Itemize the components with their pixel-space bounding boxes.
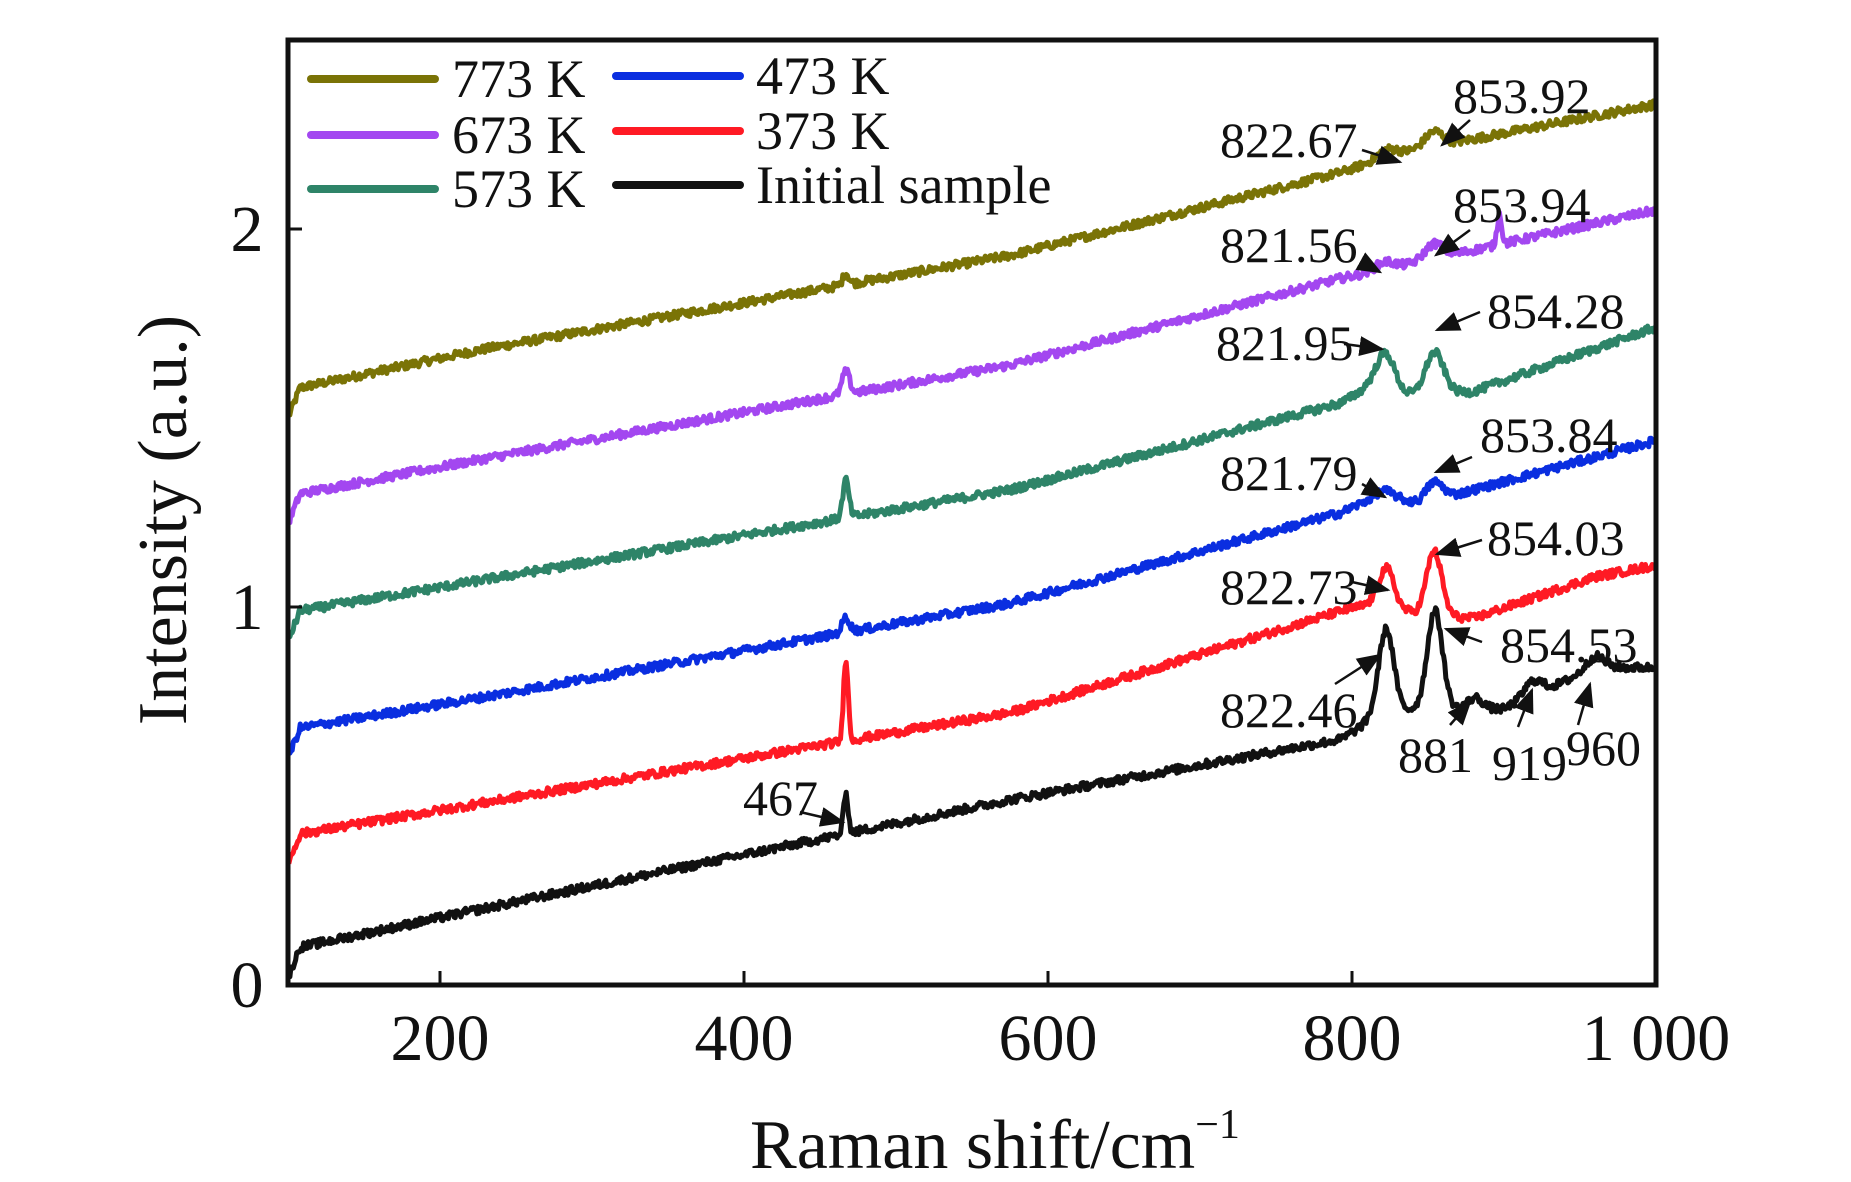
peak-annotation: 854.28 [1434, 283, 1625, 339]
peak-annotation: 919 [1492, 687, 1567, 791]
y-tick-label: 0 [231, 949, 264, 1022]
annotation-label: 881 [1398, 727, 1473, 783]
annotation-label: 853.94 [1453, 177, 1591, 233]
series-line-373K [286, 546, 1659, 865]
peak-annotation: 854.03 [1434, 510, 1625, 566]
y-axis-ticks: 0 1 2 [231, 193, 302, 1022]
legend-label: 573 K [452, 159, 586, 219]
peak-annotation: 821.79 [1220, 445, 1388, 501]
x-tick-label: 400 [695, 1002, 794, 1075]
annotation-arrow [1343, 336, 1385, 356]
y-tick-label: 2 [231, 193, 264, 266]
peak-annotation: 821.56 [1220, 217, 1383, 274]
x-axis-ticks: 200 400 600 800 1 000 [391, 971, 1731, 1075]
annotation-label: 821.56 [1220, 217, 1358, 273]
annotation-arrow [1351, 575, 1391, 595]
peak-annotation: 467 [743, 770, 846, 827]
annotation-label: 853.84 [1480, 407, 1618, 463]
annotation-arrow [1443, 627, 1483, 647]
series-line-473K [287, 435, 1658, 756]
series-layer [286, 98, 1659, 980]
peak-annotation: 853.92 [1440, 68, 1591, 147]
x-axis-title: Raman shift/cm−1 [750, 1102, 1240, 1182]
annotation-arrow [1360, 477, 1388, 499]
legend-item-573K: 573 K [307, 159, 586, 219]
x-tick-label: 600 [999, 1002, 1098, 1075]
annotation-label: 854.28 [1487, 283, 1625, 339]
annotation-label: 854.53 [1500, 617, 1638, 673]
legend-label: Initial sample [756, 155, 1051, 215]
annotation-arrow [1440, 119, 1471, 147]
legend-item-initial: Initial sample [612, 155, 1051, 215]
x-tick-label: 800 [1303, 1002, 1402, 1075]
annotation-arrow [1361, 145, 1403, 165]
annotation-label: 853.92 [1453, 68, 1591, 124]
legend-label: 373 K [756, 101, 890, 161]
series-line-initial [286, 605, 1658, 980]
annotation-arrow [1447, 700, 1472, 726]
peak-annotation: 853.94 [1433, 177, 1591, 257]
annotation-label: 821.95 [1216, 315, 1354, 371]
peak-annotation: 853.84 [1433, 407, 1618, 474]
y-axis-title: Intensity (a.u.) [125, 315, 202, 725]
legend-item-773K: 773 K [307, 49, 586, 109]
peak-annotations: 822.67 853.92 821.56 853.94 821.95 854.28 821.… [743, 68, 1641, 827]
annotation-label: 821.79 [1220, 445, 1358, 501]
x-tick-label: 1 000 [1582, 1002, 1731, 1075]
legend-label: 773 K [452, 49, 586, 109]
annotation-label: 919 [1492, 735, 1567, 791]
legend-label: 473 K [756, 46, 890, 106]
legend-item-673K: 673 K [307, 105, 586, 165]
y-tick-label: 1 [231, 571, 264, 644]
legend-label: 673 K [452, 105, 586, 165]
annotation-label: 960 [1566, 720, 1641, 776]
peak-annotation: 822.73 [1220, 559, 1391, 615]
annotation-arrow [1434, 310, 1481, 332]
annotation-arrow [1574, 681, 1594, 726]
annotation-arrow [1434, 537, 1483, 557]
x-tick-label: 200 [391, 1002, 490, 1075]
series-line-773K [287, 98, 1658, 418]
plot-frame [285, 37, 1659, 988]
series-line-673K [286, 205, 1658, 526]
annotation-arrow [1355, 252, 1383, 274]
legend-item-373K: 373 K [612, 101, 890, 161]
annotation-label: 854.03 [1487, 510, 1625, 566]
legend-item-473K: 473 K [612, 46, 890, 106]
series-line-573K [287, 323, 1657, 640]
annotation-label: 467 [743, 770, 818, 826]
peak-annotation: 822.46 [1220, 653, 1383, 738]
annotation-label: 822.73 [1220, 559, 1358, 615]
annotation-arrow [1514, 687, 1534, 728]
annotation-arrow [1433, 454, 1473, 474]
peak-annotation: 821.95 [1216, 315, 1385, 371]
annotation-arrow [1433, 228, 1471, 257]
annotation-arrow [1334, 653, 1383, 686]
peak-annotation: 881 [1398, 700, 1473, 783]
peak-annotation: 854.53 [1443, 617, 1638, 673]
peak-annotation: 960 [1566, 681, 1641, 776]
annotation-label: 822.67 [1220, 112, 1358, 168]
annotation-arrow [799, 807, 846, 827]
annotation-label: 822.46 [1220, 682, 1358, 738]
peak-annotation: 822.67 [1220, 112, 1403, 168]
x-axis-title-superscript: −1 [1195, 1102, 1240, 1148]
